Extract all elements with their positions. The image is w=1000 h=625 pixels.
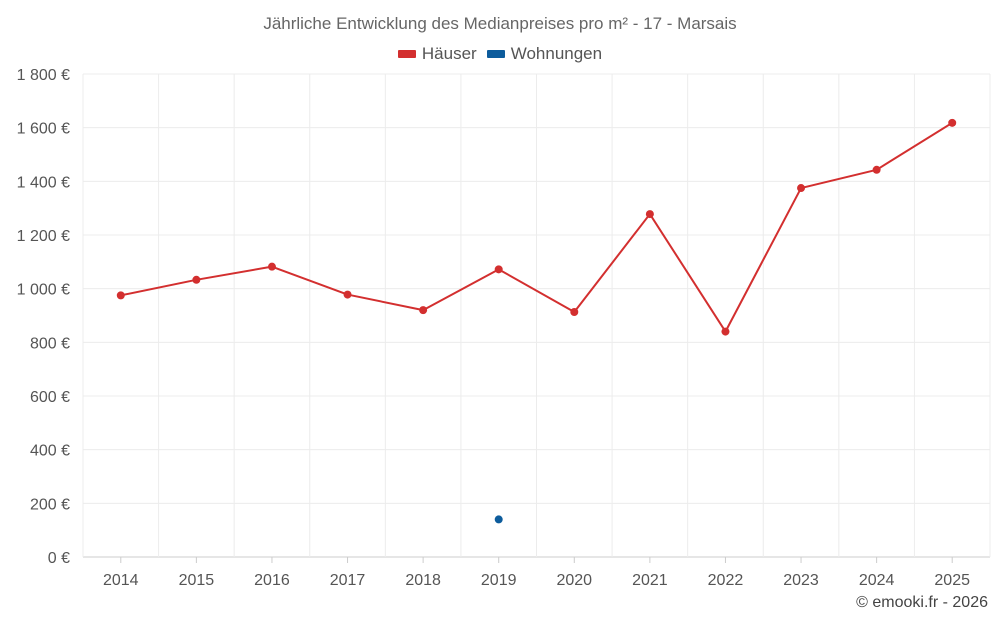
y-tick-label: 400 € <box>30 443 70 460</box>
x-tick-label: 2023 <box>783 572 819 589</box>
data-point-haeuser-2014[interactable] <box>116 291 125 300</box>
x-tick-label: 2016 <box>254 572 290 589</box>
y-tick-label: 1 600 € <box>17 121 70 138</box>
data-point-haeuser-2018[interactable] <box>419 306 428 315</box>
y-tick-label: 1 200 € <box>17 228 70 245</box>
legend-swatch-haeuser <box>397 50 416 58</box>
grid <box>82 73 991 558</box>
data-point-haeuser-2023[interactable] <box>797 184 806 193</box>
x-tick-label: 2017 <box>330 572 366 589</box>
chart-title: Jährliche Entwicklung des Medianpreises … <box>263 14 737 33</box>
data-point-haeuser-2024[interactable] <box>872 165 881 174</box>
data-point-haeuser-2019[interactable] <box>494 265 503 274</box>
y-tick-label: 1 400 € <box>17 174 70 191</box>
series-line-haeuser <box>120 121 953 333</box>
y-axis-ticks: 0 € 200 € 400 € 600 € 800 € 1 000 € 1 200 € 1 4… <box>17 67 70 567</box>
data-point-haeuser-2020[interactable] <box>570 308 579 317</box>
y-tick-label: 800 € <box>30 335 70 352</box>
legend: Häuser Wohnungen <box>0 44 1000 64</box>
y-tick-label: 600 € <box>30 389 70 406</box>
legend-swatch-wohnungen <box>486 50 505 58</box>
credit-text: © emooki.fr - 2026 <box>856 594 988 611</box>
legend-item-wohnungen[interactable]: Wohnungen <box>486 44 603 64</box>
x-tick-label: 2020 <box>556 572 592 589</box>
x-tick-label: 2014 <box>103 572 139 589</box>
x-tick-label: 2019 <box>481 572 517 589</box>
legend-item-haeuser[interactable]: Häuser <box>397 44 477 64</box>
x-tick-label: 2015 <box>179 572 215 589</box>
x-tick-label: 2025 <box>934 572 970 589</box>
x-tick-label: 2022 <box>708 572 744 589</box>
data-point-haeuser-2015[interactable] <box>192 275 201 284</box>
x-axis-ticks: 2014 2015 2016 2017 2018 2019 2020 2021 2022 2023… <box>103 557 970 589</box>
series-points <box>116 118 957 524</box>
data-point-haeuser-2021[interactable] <box>645 210 654 219</box>
data-point-haeuser-2016[interactable] <box>267 262 276 271</box>
x-tick-label: 2018 <box>405 572 441 589</box>
data-point-haeuser-2017[interactable] <box>343 290 352 299</box>
y-tick-label: 1 000 € <box>17 282 70 299</box>
legend-label-haeuser: Häuser <box>421 44 477 63</box>
legend-label-wohnungen: Wohnungen <box>510 44 603 63</box>
y-tick-label: 200 € <box>30 496 70 513</box>
x-tick-label: 2021 <box>632 572 668 589</box>
data-point-haeuser-2025[interactable] <box>948 118 957 127</box>
x-tick-label: 2024 <box>859 572 895 589</box>
y-tick-label: 1 800 € <box>17 67 70 84</box>
series-lines <box>120 121 953 333</box>
data-point-haeuser-2022[interactable] <box>721 327 730 336</box>
y-tick-label: 0 € <box>48 550 70 567</box>
data-point-wohnungen-2019[interactable] <box>494 515 503 524</box>
